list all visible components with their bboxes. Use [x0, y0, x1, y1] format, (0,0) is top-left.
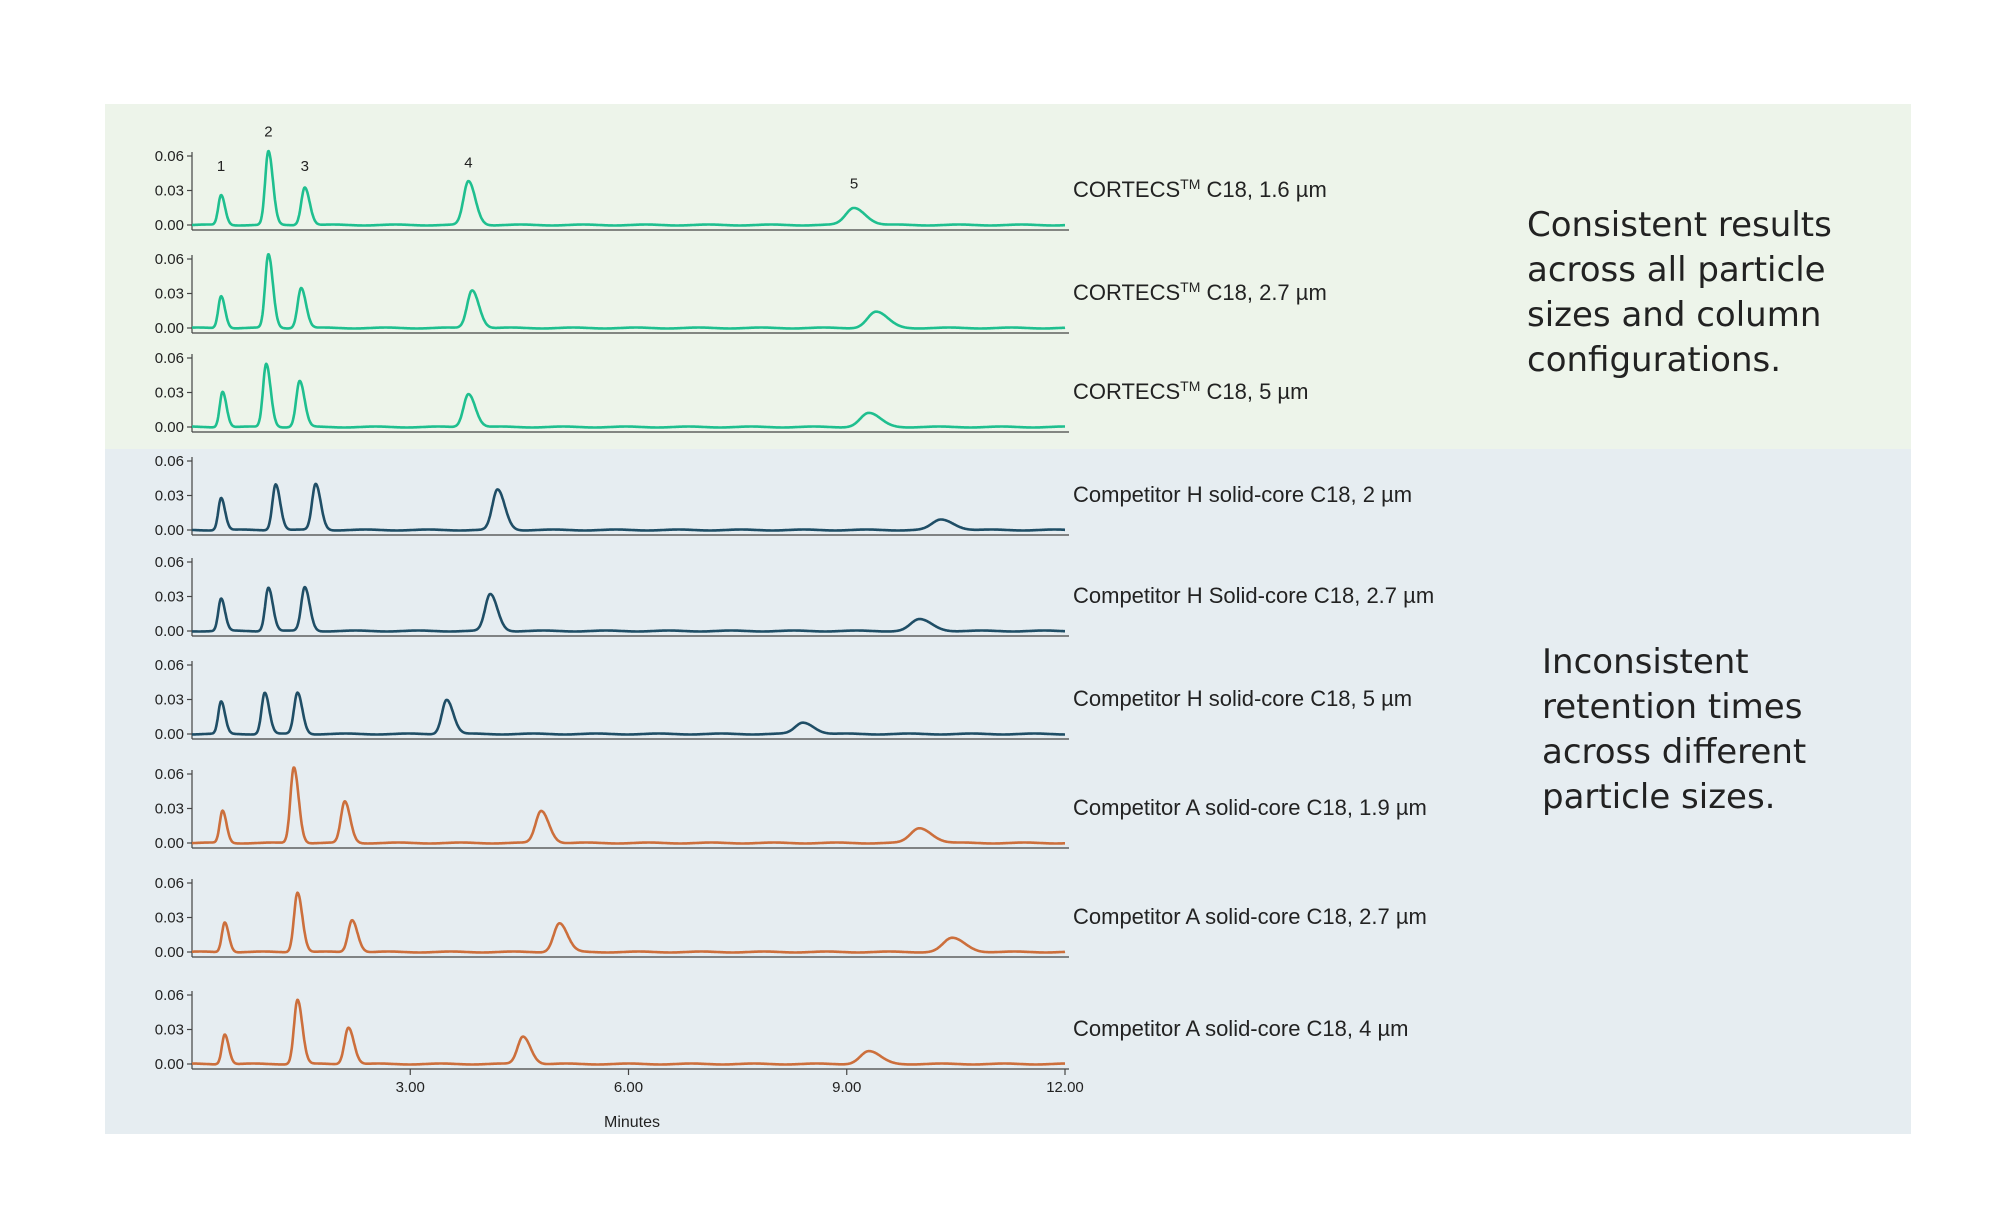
x-axis-label: Minutes	[604, 1114, 660, 1131]
y-tick-label: 0.03	[155, 385, 184, 402]
y-tick-label: 0.03	[155, 1022, 184, 1039]
series-label: Competitor A solid-core C18, 2.7 µm	[1073, 904, 1427, 929]
y-tick-label: 0.03	[155, 183, 184, 200]
series-line	[191, 585, 1066, 633]
y-tick-label: 0.06	[155, 453, 184, 470]
series-line	[191, 691, 1066, 736]
y-tick-label: 0.00	[155, 726, 184, 743]
y-tick-label: 0.06	[155, 148, 184, 165]
series-line	[191, 482, 1066, 532]
series-label: Competitor H solid-core C18, 5 µm	[1073, 686, 1412, 711]
y-tick-label: 0.06	[155, 251, 184, 268]
series-label: Competitor H solid-core C18, 2 µm	[1073, 482, 1412, 507]
series-label: CORTECSTM C18, 1.6 µm	[1073, 176, 1327, 202]
series-label: Competitor A solid-core C18, 1.9 µm	[1073, 795, 1427, 820]
peak-number-label: 5	[850, 175, 858, 192]
y-tick-label: 0.00	[155, 835, 184, 852]
series-label: Competitor H Solid-core C18, 2.7 µm	[1073, 583, 1434, 608]
y-tick-label: 0.00	[155, 1056, 184, 1073]
peak-number-label: 1	[217, 158, 225, 175]
peak-number-label: 2	[264, 124, 272, 141]
x-tick-label: 12.00	[1046, 1079, 1084, 1096]
y-tick-label: 0.06	[155, 657, 184, 674]
y-tick-label: 0.03	[155, 488, 184, 505]
x-tick-label: 3.00	[396, 1079, 425, 1096]
y-tick-label: 0.00	[155, 522, 184, 539]
y-tick-label: 0.03	[155, 801, 184, 818]
series-line	[191, 253, 1066, 330]
series-label: CORTECSTM C18, 5 µm	[1073, 378, 1308, 404]
y-tick-label: 0.00	[155, 623, 184, 640]
inconsistent-group-background	[105, 449, 1911, 1134]
y-tick-label: 0.00	[155, 217, 184, 234]
y-tick-label: 0.00	[155, 944, 184, 961]
y-tick-label: 0.06	[155, 766, 184, 783]
series-line	[191, 362, 1066, 429]
y-tick-label: 0.06	[155, 554, 184, 571]
y-tick-label: 0.06	[155, 350, 184, 367]
peak-number-label: 3	[301, 158, 309, 175]
consistent-results-note: Consistent results across all particle s…	[1527, 205, 1832, 380]
y-tick-label: 0.00	[155, 419, 184, 436]
series-label: Competitor A solid-core C18, 4 µm	[1073, 1016, 1408, 1041]
series-line	[191, 149, 1066, 227]
y-tick-label: 0.03	[155, 910, 184, 927]
x-tick-label: 9.00	[832, 1079, 861, 1096]
peak-number-label: 4	[464, 155, 472, 172]
y-tick-label: 0.06	[155, 875, 184, 892]
y-tick-label: 0.00	[155, 320, 184, 337]
consistent-group-background	[105, 104, 1911, 449]
series-line	[191, 998, 1066, 1066]
y-tick-label: 0.06	[155, 987, 184, 1004]
y-tick-label: 0.03	[155, 692, 184, 709]
y-tick-label: 0.03	[155, 286, 184, 303]
x-tick-label: 6.00	[614, 1079, 643, 1096]
series-label: CORTECSTM C18, 2.7 µm	[1073, 279, 1327, 305]
inconsistent-results-note: Inconsistent retention times across diff…	[1542, 642, 1807, 817]
y-tick-label: 0.03	[155, 589, 184, 606]
series-line	[191, 766, 1066, 845]
series-line	[191, 891, 1066, 954]
